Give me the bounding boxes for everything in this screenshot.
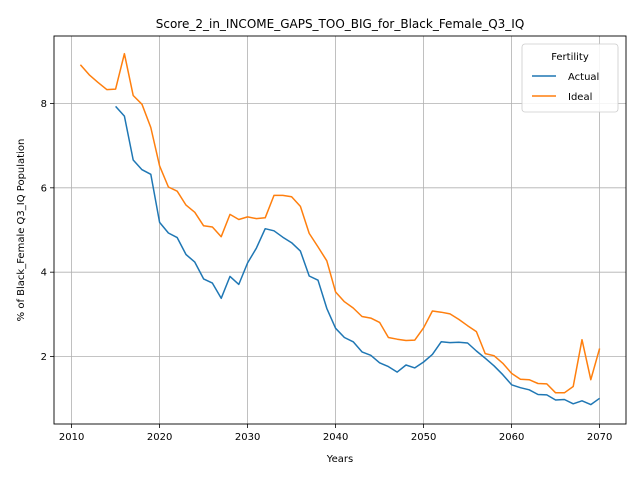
legend-title: Fertility: [551, 52, 589, 63]
x-axis-label: Years: [326, 454, 353, 465]
y-tick-label: 8: [41, 99, 47, 110]
x-tick-label: 2050: [411, 432, 436, 443]
legend: Fertility Actual Ideal: [521, 43, 619, 113]
y-tick-label: 2: [41, 352, 47, 363]
y-tick-label: 4: [41, 268, 47, 279]
x-tick-label: 2060: [499, 432, 524, 443]
x-tick-label: 2070: [587, 432, 612, 443]
series-line-ideal: [79, 52, 601, 394]
x-axis-ticks: 2010 2020 2030 2040 2050 2060 2070: [59, 424, 612, 443]
x-tick-label: 2040: [323, 432, 348, 443]
legend-box: [521, 43, 619, 113]
y-axis-ticks: 2 4 6 8: [41, 99, 54, 363]
chart-title: Score_2_in_INCOME_GAPS_TOO_BIG_for_Black…: [156, 17, 525, 31]
y-tick-label: 6: [41, 183, 47, 194]
x-tick-label: 2020: [147, 432, 172, 443]
legend-label-actual: Actual: [568, 72, 599, 83]
series-group: [79, 52, 601, 406]
y-axis-label: % of Black_Female Q3_IQ Population: [16, 139, 27, 322]
x-tick-label: 2030: [235, 432, 260, 443]
legend-label-ideal: Ideal: [568, 92, 592, 103]
series-line-actual: [115, 105, 601, 406]
plot-frame: [53, 35, 627, 425]
x-tick-label: 2010: [59, 432, 84, 443]
